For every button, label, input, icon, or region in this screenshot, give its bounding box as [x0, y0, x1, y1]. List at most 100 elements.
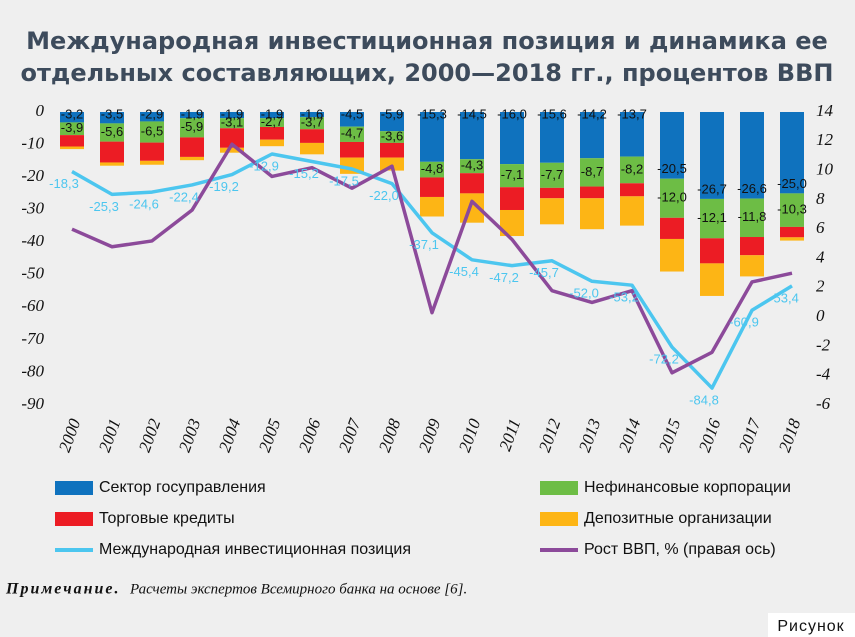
- bar-value-label: -11,8: [738, 209, 767, 224]
- bar-value-label: -3,7: [301, 115, 323, 130]
- line-value-label: -52,0: [569, 286, 599, 301]
- bar-segment: [540, 112, 564, 163]
- bar-segment: [740, 112, 764, 199]
- bar-segment: [100, 162, 124, 166]
- y2-tick-label: -4: [816, 365, 831, 384]
- bar-segment: [540, 162, 564, 188]
- y2-tick-label: 0: [816, 306, 825, 325]
- bar-segment: [180, 137, 204, 157]
- bar-segment: [660, 178, 684, 218]
- bar-segment: [660, 217, 684, 239]
- legend-label: Нефинансовые корпорации: [584, 479, 791, 496]
- bar-value-label: -4,3: [461, 158, 483, 173]
- bar-value-label: -6,5: [141, 123, 163, 138]
- chart-title: Международная инвестиционная позиция и д…: [26, 27, 828, 55]
- bar-segment: [660, 238, 684, 272]
- bar-value-label: -7,7: [541, 167, 563, 182]
- y-tick-label: -30: [21, 199, 44, 218]
- bar-value-label: -12,0: [657, 190, 687, 205]
- bar-value-label: -2,7: [261, 114, 283, 129]
- bar-segment: [700, 198, 724, 239]
- bar-value-label: -4,8: [421, 161, 443, 176]
- x-tick-label: 2009: [415, 416, 445, 455]
- bar-segment: [740, 255, 764, 277]
- bar-segment: [460, 173, 484, 194]
- bar-value-label: -13,7: [617, 106, 647, 121]
- bar-segment: [260, 139, 284, 147]
- bar-segment: [260, 112, 284, 119]
- bar-segment: [220, 147, 244, 153]
- bar-segment: [500, 164, 524, 188]
- bar-segment: [780, 237, 804, 241]
- line-value-label: -45,4: [449, 264, 479, 279]
- bar-value-label: -25,0: [777, 176, 807, 191]
- bar-value-label: -15,3: [417, 106, 447, 121]
- bar-segment: [300, 112, 324, 118]
- note-label: Примечание.: [5, 581, 120, 598]
- legend-swatch: [540, 512, 578, 526]
- bar-value-label: -3,1: [221, 115, 243, 130]
- bar-segment: [340, 141, 364, 158]
- bar-segment: [340, 126, 364, 142]
- bar-segment: [620, 112, 644, 157]
- bar-segment: [580, 198, 604, 230]
- line-value-label: -37,1: [409, 237, 439, 252]
- bar-segment: [100, 123, 124, 142]
- y2-tick-label: -2: [816, 335, 831, 354]
- bar-value-label: -5,6: [101, 124, 123, 139]
- bar-value-label: -5,9: [381, 106, 403, 121]
- bar-segment: [300, 129, 324, 143]
- bar-value-label: -1,9: [261, 106, 283, 121]
- bar-segment: [740, 237, 764, 256]
- x-tick-label: 2011: [495, 416, 524, 453]
- y2-tick-label: 12: [816, 130, 834, 149]
- line-value-label: -12,9: [249, 158, 279, 173]
- bar-segment: [180, 156, 204, 161]
- y-tick-label: -70: [21, 329, 44, 348]
- bar-segment: [380, 112, 404, 132]
- y-tick-label: -20: [21, 166, 44, 185]
- line-value-label: -22,0: [369, 188, 399, 203]
- bar-segment: [140, 112, 164, 122]
- bar-segment: [620, 156, 644, 184]
- bar-segment: [540, 187, 564, 199]
- bar-segment: [700, 238, 724, 264]
- bar-segment: [580, 158, 604, 187]
- bar-segment: [60, 112, 84, 123]
- y-tick-label: -80: [21, 361, 44, 380]
- bar-segment: [340, 112, 364, 127]
- y-tick-label: -90: [21, 394, 44, 413]
- bar-segment: [420, 177, 444, 197]
- bar-value-label: -3,9: [61, 120, 83, 135]
- line-value-label: -84,8: [689, 393, 719, 408]
- bar-segment: [620, 196, 644, 226]
- bar-value-label: -12,1: [697, 210, 727, 225]
- bar-segment: [100, 112, 124, 124]
- x-tick-label: 2004: [215, 416, 245, 455]
- bar-segment: [100, 141, 124, 163]
- bar-segment: [780, 193, 804, 227]
- x-tick-label: 2000: [55, 416, 85, 455]
- bar-segment: [380, 157, 404, 171]
- line-value-label: -19,2: [209, 179, 239, 194]
- bar-value-label: -20,5: [657, 161, 687, 176]
- bar-segment: [60, 122, 84, 136]
- legend-swatch: [55, 481, 93, 495]
- y-tick-label: -60: [21, 296, 44, 315]
- bar-value-label: -26,7: [697, 181, 727, 196]
- legend-swatch: [540, 481, 578, 495]
- y-tick-label: 0: [36, 101, 45, 120]
- bar-value-label: -14,2: [577, 106, 607, 121]
- line-value-label: -47,2: [489, 270, 519, 285]
- bar-segment: [660, 112, 684, 179]
- bar-segment: [500, 112, 524, 165]
- bar-segment: [700, 263, 724, 296]
- bar-value-label: -15,6: [537, 106, 567, 121]
- bar-segment: [60, 146, 84, 150]
- y2-tick-label: 4: [816, 247, 825, 266]
- line-value-label: -18,3: [49, 176, 79, 191]
- x-tick-label: 2016: [695, 416, 725, 455]
- y2-tick-label: 6: [816, 218, 825, 237]
- bar-segment: [140, 121, 164, 143]
